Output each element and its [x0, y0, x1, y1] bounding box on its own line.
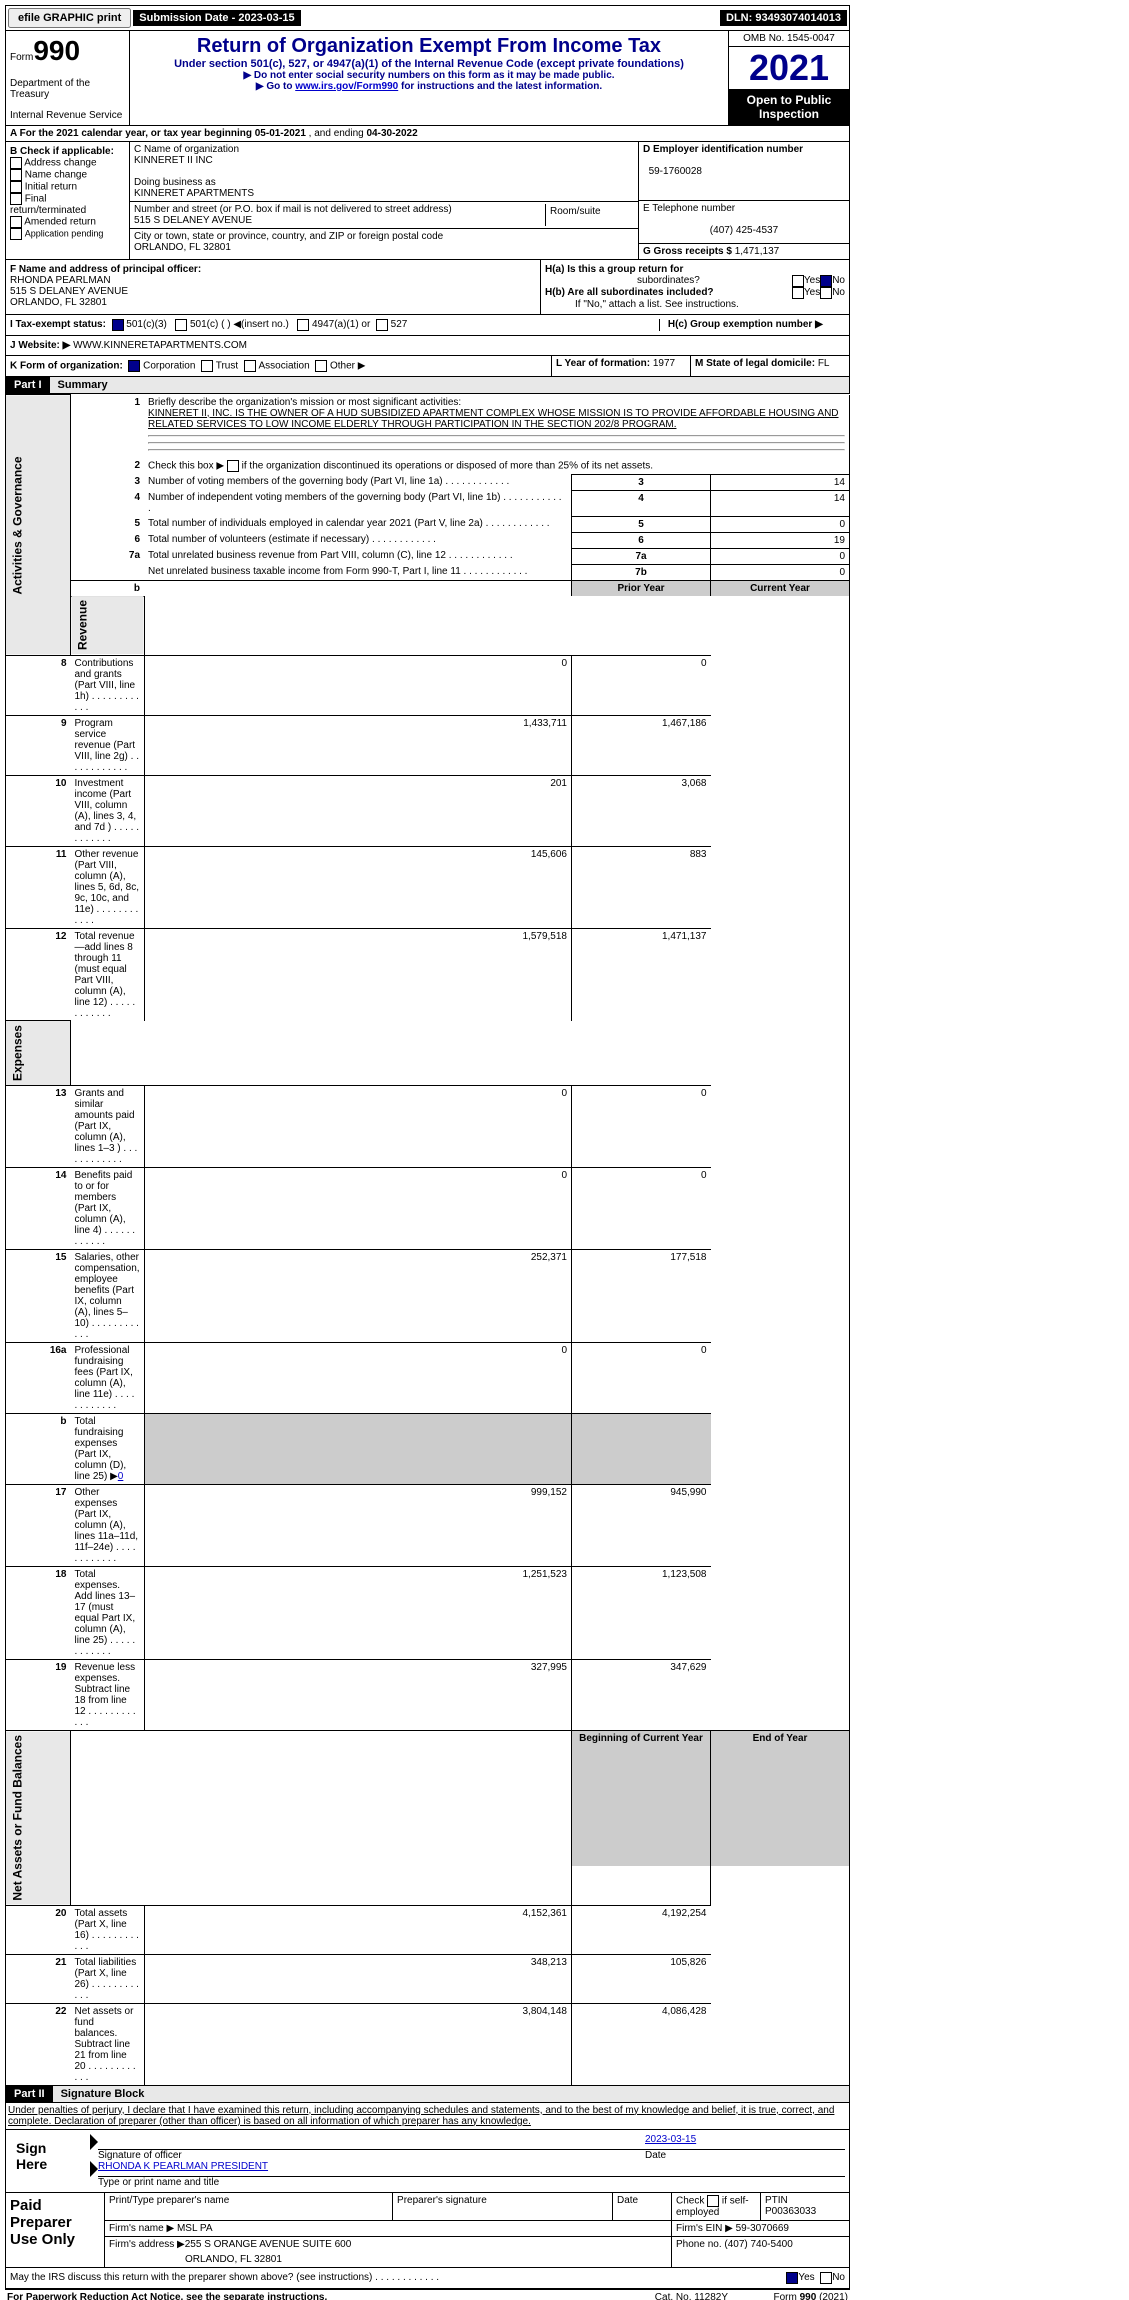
city: ORLANDO, FL 32801: [134, 242, 231, 253]
check-assoc[interactable]: [244, 360, 256, 372]
side-expenses: Expenses: [6, 1021, 71, 1086]
check-initial[interactable]: [10, 181, 22, 193]
section-i: I Tax-exempt status: 501(c)(3) 501(c) ( …: [5, 315, 850, 336]
cat-no: Cat. No. 11282Y: [655, 2292, 728, 2300]
check-other[interactable]: [315, 360, 327, 372]
side-revenue: Revenue: [71, 596, 145, 655]
top-bar: efile GRAPHIC print Submission Date - 20…: [5, 5, 850, 31]
discuss-yes[interactable]: [786, 2272, 798, 2284]
tax-year: 2021: [729, 47, 849, 89]
form-number: 990: [33, 35, 80, 66]
arrow-icon: [90, 2161, 98, 2177]
firm-addr2: ORLANDO, FL 32801: [105, 2252, 672, 2268]
officer-addr: 515 S DELANEY AVENUE: [10, 286, 128, 297]
firm-name: MSL PA: [177, 2223, 213, 2234]
tel-label: E Telephone number: [643, 203, 735, 214]
omb-number: OMB No. 1545-0047: [729, 31, 849, 47]
pra-notice: For Paperwork Reduction Act Notice, see …: [7, 2292, 655, 2300]
efile-button[interactable]: efile GRAPHIC print: [8, 8, 131, 28]
form-title: Return of Organization Exempt From Incom…: [134, 35, 724, 58]
irs-discuss: May the IRS discuss this return with the…: [5, 2268, 850, 2289]
hc-label: H(c) Group exemption number ▶: [659, 319, 823, 331]
instruction-1: ▶ Do not enter social security numbers o…: [134, 70, 724, 81]
check-corp[interactable]: [128, 360, 140, 372]
submission-date: Submission Date - 2023-03-15: [133, 10, 300, 26]
org-name-label: C Name of organization: [134, 144, 239, 155]
form-label: Form: [10, 52, 33, 63]
website: WWW.KINNERETAPARTMENTS.COM: [70, 340, 247, 351]
check-4947[interactable]: [297, 319, 309, 331]
ha-yes[interactable]: [792, 275, 804, 287]
officer-name: RHONDA PEARLMAN: [10, 275, 111, 286]
section-b-to-g: B Check if applicable: Address change Na…: [5, 142, 850, 260]
check-selfemp[interactable]: [707, 2195, 719, 2207]
perjury-decl: Under penalties of perjury, I declare th…: [5, 2103, 850, 2130]
arrow-icon: [90, 2134, 98, 2150]
sign-here-label: Sign Here: [6, 2130, 86, 2192]
summary-table: Activities & Governance 1Briefly describ…: [5, 394, 850, 2086]
room-suite: Room/suite: [545, 204, 634, 226]
ein: 59-1760028: [649, 166, 702, 177]
section-a: A For the 2021 calendar year, or tax yea…: [5, 126, 850, 142]
form-footer: 990: [800, 2292, 817, 2300]
discuss-no[interactable]: [820, 2272, 832, 2284]
form-subtitle: Under section 501(c), 527, or 4947(a)(1)…: [134, 58, 724, 70]
part-ii-header: Part IISignature Block: [5, 2086, 850, 2103]
side-activities: Activities & Governance: [6, 395, 71, 656]
section-b: B Check if applicable: Address change Na…: [6, 142, 130, 259]
paid-preparer-block: Paid Preparer Use Only Print/Type prepar…: [5, 2193, 850, 2268]
check-501c3[interactable]: [112, 319, 124, 331]
ptin: P00363033: [765, 2206, 816, 2217]
check-501c[interactable]: [175, 319, 187, 331]
check-address[interactable]: [10, 157, 22, 169]
firm-ein: 59-3070669: [736, 2223, 789, 2234]
dept-label: Department of the Treasury: [10, 78, 90, 100]
state-domicile: FL: [818, 358, 830, 369]
ein-label: D Employer identification number: [643, 144, 803, 155]
public-inspection: Open to Public Inspection: [729, 89, 849, 125]
check-name[interactable]: [10, 169, 22, 181]
ha-label: H(a) Is this a group return for: [545, 264, 683, 275]
firm-addr: 255 S ORANGE AVENUE SUITE 600: [185, 2239, 352, 2250]
officer-city: ORLANDO, FL 32801: [10, 297, 107, 308]
irs-link[interactable]: www.irs.gov/Form990: [295, 81, 398, 92]
section-k: K Form of organization: Corporation Trus…: [5, 356, 850, 377]
telephone: (407) 425-4537: [643, 225, 845, 236]
check-pending[interactable]: [10, 228, 22, 240]
form-page: efile GRAPHIC print Submission Date - 20…: [0, 0, 855, 2300]
irs-label: Internal Revenue Service: [10, 110, 122, 121]
addr-label: Number and street (or P.O. box if mail i…: [134, 204, 452, 215]
ha-no[interactable]: [820, 275, 832, 287]
street-address: 515 S DELANEY AVENUE: [134, 215, 252, 226]
hb-note: If "No," attach a list. See instructions…: [545, 299, 845, 310]
side-netassets: Net Assets or Fund Balances: [6, 1731, 71, 1906]
part-i-header: Part ISummary: [5, 377, 850, 394]
city-label: City or town, state or province, country…: [134, 231, 443, 242]
sign-here-block: Sign Here 2023-03-15 Signature of office…: [5, 2130, 850, 2193]
gross-receipts: 1,471,137: [735, 246, 780, 257]
gross-label: G Gross receipts $: [643, 246, 735, 257]
firm-phone: (407) 740-5400: [724, 2239, 792, 2250]
paid-prep-label: Paid Preparer Use Only: [6, 2193, 105, 2268]
check-527[interactable]: [376, 319, 388, 331]
section-f-h: F Name and address of principal officer:…: [5, 260, 850, 315]
form-header: Form990 Department of the Treasury Inter…: [5, 31, 850, 126]
dba: KINNERET APARTMENTS: [134, 188, 254, 199]
section-j: J Website: ▶ WWW.KINNERETAPARTMENTS.COM: [5, 336, 850, 356]
check-final[interactable]: [10, 193, 22, 205]
org-name: KINNERET II INC: [134, 155, 213, 166]
check-trust[interactable]: [201, 360, 213, 372]
dln: DLN: 93493074014013: [720, 10, 847, 26]
check-amended[interactable]: [10, 216, 22, 228]
mission-text: KINNERET II, INC. IS THE OWNER OF A HUD …: [148, 408, 839, 430]
officer-print-name[interactable]: RHONDA K PEARLMAN PRESIDENT: [98, 2161, 268, 2172]
instruction-2: ▶ Go to www.irs.gov/Form990 for instruct…: [134, 81, 724, 92]
check-discontinued[interactable]: [227, 460, 239, 472]
year-formed: 1977: [653, 358, 675, 369]
hb-yes[interactable]: [792, 287, 804, 299]
hb-no[interactable]: [820, 287, 832, 299]
officer-label: F Name and address of principal officer:: [10, 264, 201, 275]
sig-date[interactable]: 2023-03-15: [645, 2134, 696, 2145]
dba-label: Doing business as: [134, 177, 216, 188]
